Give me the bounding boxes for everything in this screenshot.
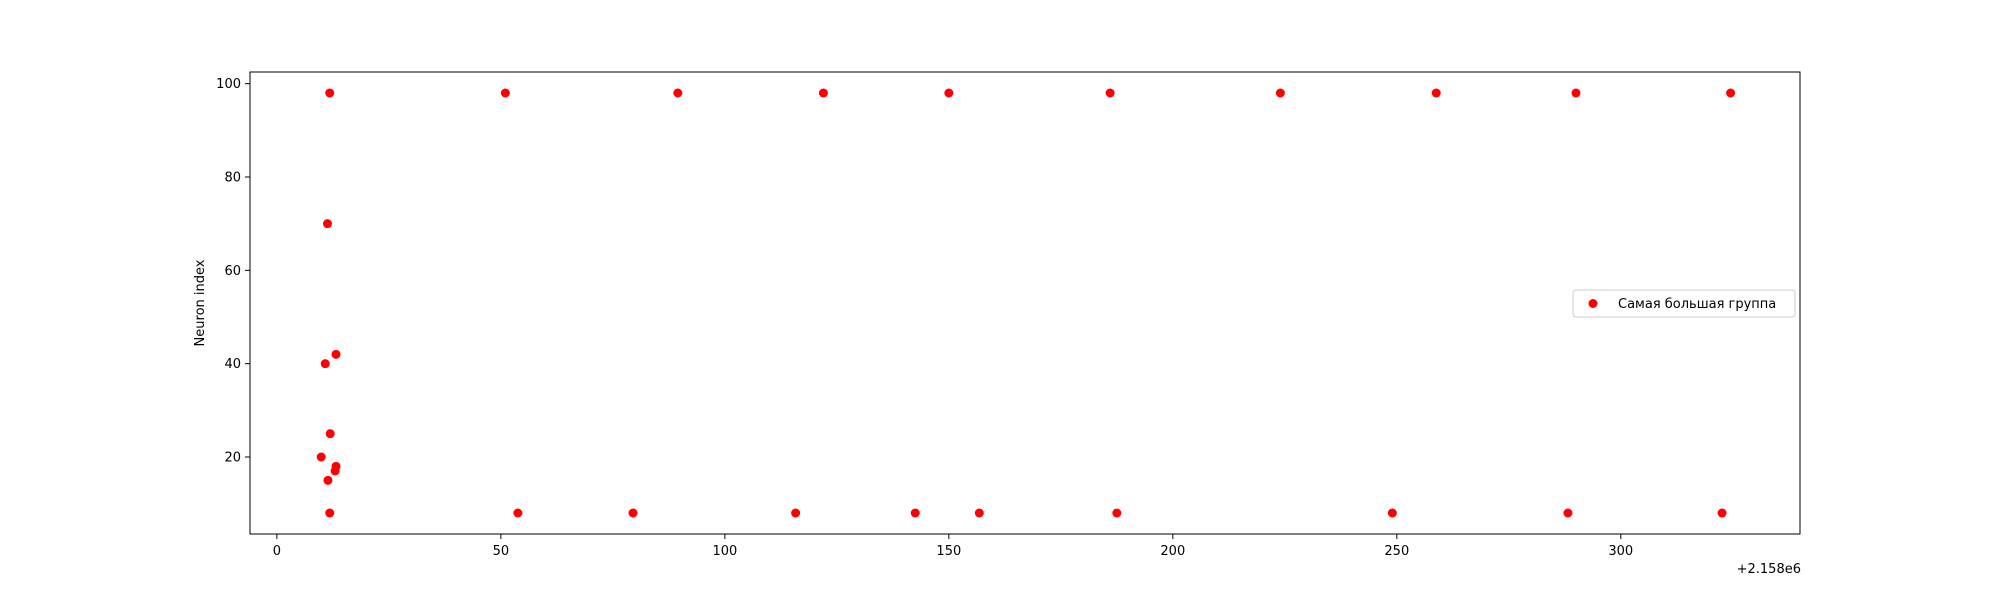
data-point bbox=[1105, 88, 1115, 98]
data-point bbox=[673, 88, 683, 98]
y-tick-label: 100 bbox=[216, 77, 241, 92]
data-point bbox=[1726, 88, 1736, 98]
x-tick-label: 250 bbox=[1384, 544, 1409, 559]
data-point bbox=[325, 429, 335, 439]
data-point bbox=[325, 88, 335, 98]
legend-label: Самая большая группа bbox=[1618, 297, 1776, 312]
data-point bbox=[974, 508, 984, 518]
legend: Самая большая группа bbox=[1572, 289, 1796, 318]
data-point bbox=[325, 508, 335, 518]
y-tick-label: 20 bbox=[224, 451, 241, 466]
x-axis-ticks: 0 50 100 150 200 250 300 bbox=[273, 534, 1633, 559]
data-point bbox=[1387, 508, 1397, 518]
data-point bbox=[818, 88, 828, 98]
data-point bbox=[791, 508, 801, 518]
data-point bbox=[320, 359, 330, 369]
data-point bbox=[323, 219, 332, 229]
data-point bbox=[330, 466, 340, 476]
data-point bbox=[628, 508, 638, 518]
plot-area-frame bbox=[249, 71, 1801, 535]
x-axis-offset-label: +2.158e6 bbox=[1737, 562, 1801, 577]
x-tick-label: 300 bbox=[1608, 544, 1633, 559]
data-point bbox=[1112, 508, 1122, 518]
data-points bbox=[316, 88, 1736, 518]
x-tick-label: 0 bbox=[273, 544, 281, 559]
data-point bbox=[1275, 88, 1285, 98]
x-tick-label: 150 bbox=[936, 544, 961, 559]
data-point bbox=[910, 508, 920, 518]
y-tick-label: 80 bbox=[224, 171, 241, 186]
data-point bbox=[944, 88, 954, 98]
y-tick-label: 40 bbox=[224, 357, 241, 372]
legend-box bbox=[1572, 289, 1796, 318]
data-point bbox=[323, 475, 333, 485]
data-point bbox=[1563, 508, 1573, 518]
data-point bbox=[331, 349, 341, 359]
y-axis-label: Neuron index bbox=[193, 259, 208, 346]
data-point bbox=[513, 508, 523, 518]
data-point bbox=[500, 88, 510, 98]
data-point bbox=[1571, 88, 1581, 98]
x-tick-label: 100 bbox=[712, 544, 737, 559]
data-point bbox=[316, 452, 326, 462]
y-axis-ticks: 20 40 60 80 100 bbox=[216, 77, 250, 466]
legend-marker bbox=[1588, 299, 1598, 308]
x-tick-label: 50 bbox=[493, 544, 510, 559]
x-tick-label: 200 bbox=[1160, 544, 1185, 559]
data-point bbox=[1431, 88, 1441, 98]
y-tick-label: 60 bbox=[224, 264, 241, 279]
data-point bbox=[1717, 508, 1727, 518]
